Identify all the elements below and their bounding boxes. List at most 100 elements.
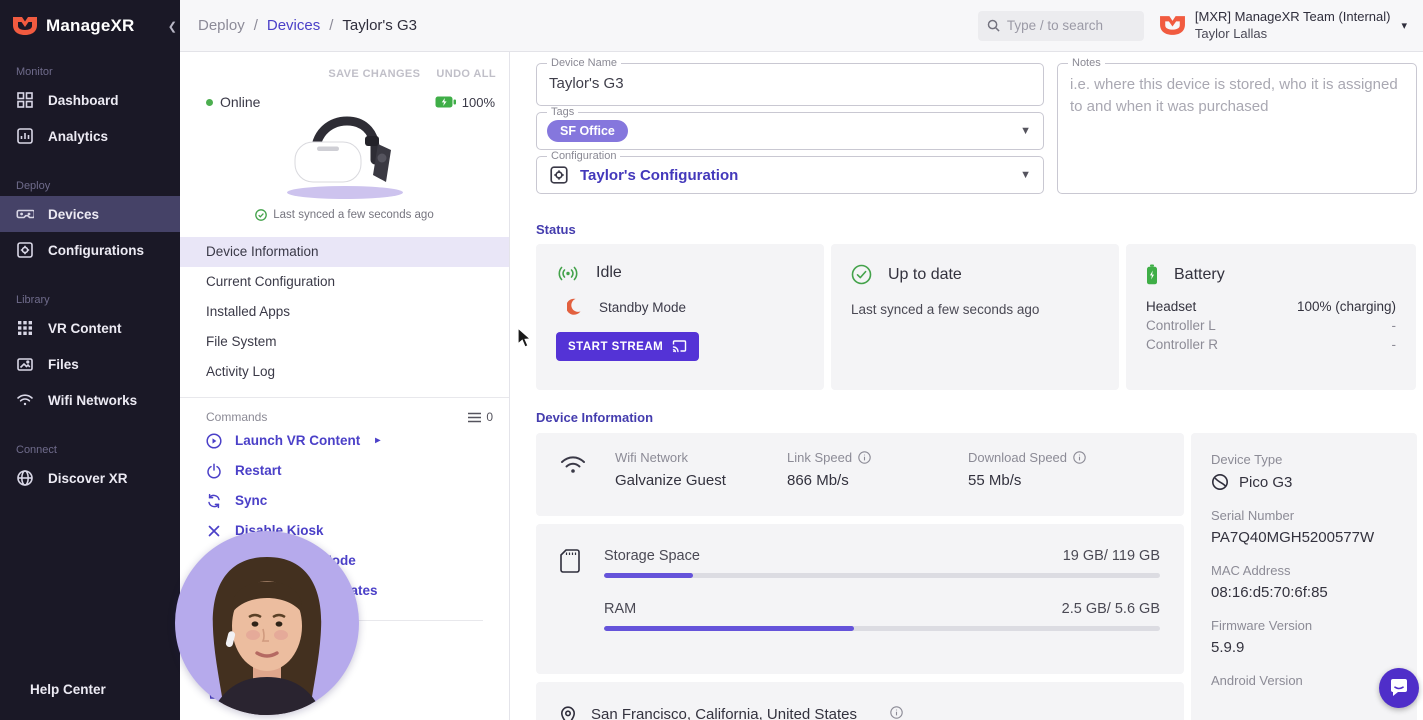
notes-label: Notes: [1068, 57, 1105, 69]
headset-shadow: [286, 186, 403, 199]
battery-row-label: Controller R: [1146, 337, 1219, 352]
menu-item-activity-log[interactable]: Activity Log: [206, 364, 276, 379]
headset-illustration: [180, 114, 509, 199]
start-stream-button[interactable]: START STREAM: [556, 332, 700, 361]
sidebar-item-label: Configurations: [48, 242, 144, 258]
sidebar-collapse-icon[interactable]: ❮: [167, 21, 177, 33]
sidebar-item-label: Help Center: [30, 682, 106, 697]
menu-item-file-system[interactable]: File System: [206, 334, 277, 349]
notes-textarea[interactable]: [1058, 64, 1416, 193]
storage-value: 19 GB/ 119 GB: [1062, 548, 1160, 564]
storage-progress-bar: [604, 573, 1160, 578]
command-launch-vr-content[interactable]: Launch VR Content ▸: [180, 426, 509, 456]
info-icon[interactable]: [890, 706, 903, 719]
save-changes-button[interactable]: SAVE CHANGES: [328, 68, 421, 80]
pico-logo-icon: [1211, 473, 1229, 491]
ram-label: RAM: [604, 601, 637, 617]
info-icon[interactable]: [858, 451, 871, 464]
user-name: Taylor Lallas: [1194, 25, 1268, 41]
commands-label: Commands: [206, 410, 268, 424]
sidebar-item-devices[interactable]: Devices: [0, 196, 180, 232]
app-title: ManageXR: [46, 16, 135, 35]
sidebar-item-analytics[interactable]: Analytics: [0, 118, 180, 154]
battery-status-card: Battery Headset 100% (charging) Controll…: [1126, 244, 1416, 390]
device-name-field[interactable]: Device Name: [536, 57, 1044, 106]
breadcrumb-separator: /: [253, 17, 258, 34]
configuration-label: Configuration: [547, 150, 621, 162]
menu-item-current-configuration[interactable]: Current Configuration: [206, 274, 336, 289]
battery-vertical-icon: [1146, 264, 1158, 285]
command-label: Restart: [235, 463, 282, 478]
cast-icon: [672, 340, 687, 353]
sidebar-item-configurations[interactable]: Configurations: [0, 232, 180, 268]
device-information-heading: Device Information: [536, 410, 654, 425]
breadcrumb-section: Deploy: [198, 17, 245, 34]
device-name-input[interactable]: [549, 75, 1031, 92]
nav-section-library: Library: [16, 294, 50, 306]
commands-queue-button[interactable]: 0: [468, 410, 493, 424]
sync-status-card: Up to date Last synced a few seconds ago: [831, 244, 1119, 390]
menu-item-device-information[interactable]: Device Information: [180, 237, 509, 267]
sync-detail: Last synced a few seconds ago: [851, 302, 1040, 317]
info-icon[interactable]: [1073, 451, 1086, 464]
breadcrumb: Deploy / Devices / Taylor's G3: [198, 17, 417, 34]
nav-section-deploy: Deploy: [16, 180, 51, 192]
firmware-version-value: 5.9.9: [1211, 639, 1245, 656]
managexr-logo-icon: [12, 15, 38, 37]
online-status-label: Online: [220, 94, 261, 110]
ram-value: 2.5 GB/ 5.6 GB: [1061, 601, 1160, 617]
ram-meter: RAM 2.5 GB/ 5.6 GB: [604, 601, 1160, 631]
notes-field[interactable]: Notes: [1057, 57, 1417, 194]
wifi-network-label: Wifi Network: [615, 450, 688, 465]
location-pin-icon: [560, 706, 576, 720]
submenu-arrow-icon: ▸: [375, 435, 381, 446]
sidebar-item-dashboard[interactable]: Dashboard: [0, 82, 180, 118]
storage-meter: Storage Space 19 GB/ 119 GB: [604, 548, 1160, 578]
sidebar-item-label: Files: [48, 356, 79, 372]
undo-all-button[interactable]: UNDO ALL: [436, 68, 496, 80]
battery-row-headset: Headset 100% (charging): [1146, 297, 1396, 316]
tag-chip[interactable]: SF Office: [547, 120, 628, 142]
commands-count: 0: [486, 410, 493, 424]
mac-address-value: 08:16:d5:70:6f:85: [1211, 584, 1328, 601]
sidebar-item-files[interactable]: Files: [0, 346, 180, 382]
nav-section-monitor: Monitor: [16, 66, 53, 78]
sidebar-item-vr-content[interactable]: VR Content: [0, 310, 180, 346]
serial-number-label: Serial Number: [1211, 508, 1295, 523]
battery-title: Battery: [1174, 265, 1225, 283]
sidebar-item-discover-xr[interactable]: Discover XR: [0, 460, 180, 496]
battery-row-value: -: [1391, 337, 1397, 352]
menu-item-installed-apps[interactable]: Installed Apps: [206, 304, 291, 319]
idle-status-card: Idle Standby Mode START STREAM: [536, 244, 824, 390]
tags-field[interactable]: Tags SF Office ▼: [536, 106, 1044, 150]
sidebar: ManageXR ❮ Monitor Dashboard Analytics D…: [0, 0, 180, 720]
command-restart[interactable]: Restart: [180, 456, 509, 486]
search-input[interactable]: [1006, 18, 1135, 33]
webcam-portrait: [211, 557, 323, 715]
breadcrumb-devices-link[interactable]: Devices: [266, 17, 321, 34]
link-speed-value: 866 Mb/s: [787, 472, 849, 489]
chat-launcher-button[interactable]: [1379, 668, 1419, 708]
search-box[interactable]: [977, 10, 1144, 41]
command-label: Launch VR Content: [235, 433, 361, 448]
configuration-field[interactable]: Configuration Taylor's Configuration ▼: [536, 150, 1044, 194]
account-menu[interactable]: [MXR] ManageXR Team (Internal) Taylor La…: [1159, 9, 1407, 42]
sidebar-item-help-center[interactable]: ? Help Center: [0, 673, 122, 706]
sidebar-item-label: Devices: [48, 206, 100, 222]
location-card: San Francisco, California, United States: [536, 682, 1184, 720]
topbar: Deploy / Devices / Taylor's G3 [MXR] Man…: [180, 0, 1423, 52]
sidebar-item-wifi-networks[interactable]: Wifi Networks: [0, 382, 180, 418]
webcam-overlay[interactable]: [175, 531, 359, 715]
sidebar-item-label: Analytics: [48, 128, 109, 144]
main-content: Device Name Tags SF Office ▼ Configurati…: [511, 52, 1423, 720]
battery-row-controller-l: Controller L -: [1146, 316, 1396, 335]
standby-moon-icon: [567, 298, 583, 316]
play-circle-icon: [206, 433, 222, 449]
wifi-icon: [560, 455, 586, 499]
mac-address-label: MAC Address: [1211, 563, 1291, 578]
online-status-dot: [206, 98, 213, 106]
command-sync[interactable]: Sync: [180, 486, 509, 516]
discover-xr-icon: [16, 469, 34, 487]
sidebar-item-label: Wifi Networks: [48, 392, 138, 408]
list-icon: [468, 412, 482, 423]
